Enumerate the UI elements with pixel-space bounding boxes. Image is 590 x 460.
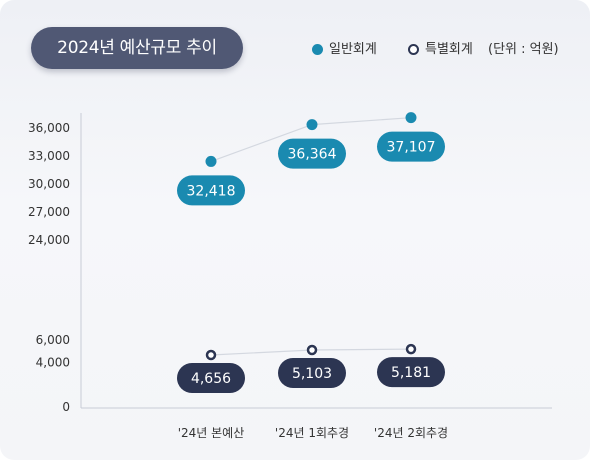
x-tick-label: '24년 본예산	[178, 426, 245, 440]
value-label-special: 4,656	[191, 371, 231, 387]
value-pill-general	[177, 175, 245, 206]
data-point-special	[405, 343, 417, 355]
value-pill-special	[177, 363, 245, 394]
value-label-special: 5,181	[391, 365, 431, 381]
y-tick-label: 24,000	[28, 233, 70, 247]
x-tick-label: '24년 1회추경	[275, 426, 349, 440]
y-tick-label: 36,000	[28, 121, 70, 135]
y-tick-label: 27,000	[28, 205, 70, 219]
value-label-general: 36,364	[288, 147, 337, 163]
legend-label-general: 일반회계	[329, 42, 377, 57]
data-point-general	[405, 112, 417, 124]
legend-marker-special	[408, 44, 419, 55]
data-point-general	[205, 155, 217, 167]
value-label-special: 5,103	[292, 366, 332, 382]
y-tick-label: 6,000	[36, 333, 70, 347]
y-tick-label: 30,000	[28, 177, 70, 191]
legend-label-special: 특별회계	[425, 42, 473, 57]
value-pill-general	[278, 138, 346, 169]
value-pill-general	[377, 131, 445, 162]
value-label-general: 32,418	[187, 183, 236, 199]
data-point-special	[306, 344, 318, 356]
data-point-special	[205, 349, 217, 361]
y-tick-label: 0	[62, 400, 70, 414]
value-pill-special	[278, 358, 346, 389]
value-pill-special	[377, 357, 445, 388]
y-tick-label: 4,000	[36, 355, 70, 369]
y-tick-label: 33,000	[28, 149, 70, 163]
data-point-general	[306, 119, 318, 131]
unit-label: (단위 : 억원)	[488, 42, 559, 57]
chart-title: 2024년 예산규모 추이	[31, 27, 243, 69]
x-tick-label: '24년 2회추경	[374, 426, 448, 440]
value-label-general: 37,107	[387, 140, 436, 156]
legend-marker-general	[312, 44, 323, 55]
